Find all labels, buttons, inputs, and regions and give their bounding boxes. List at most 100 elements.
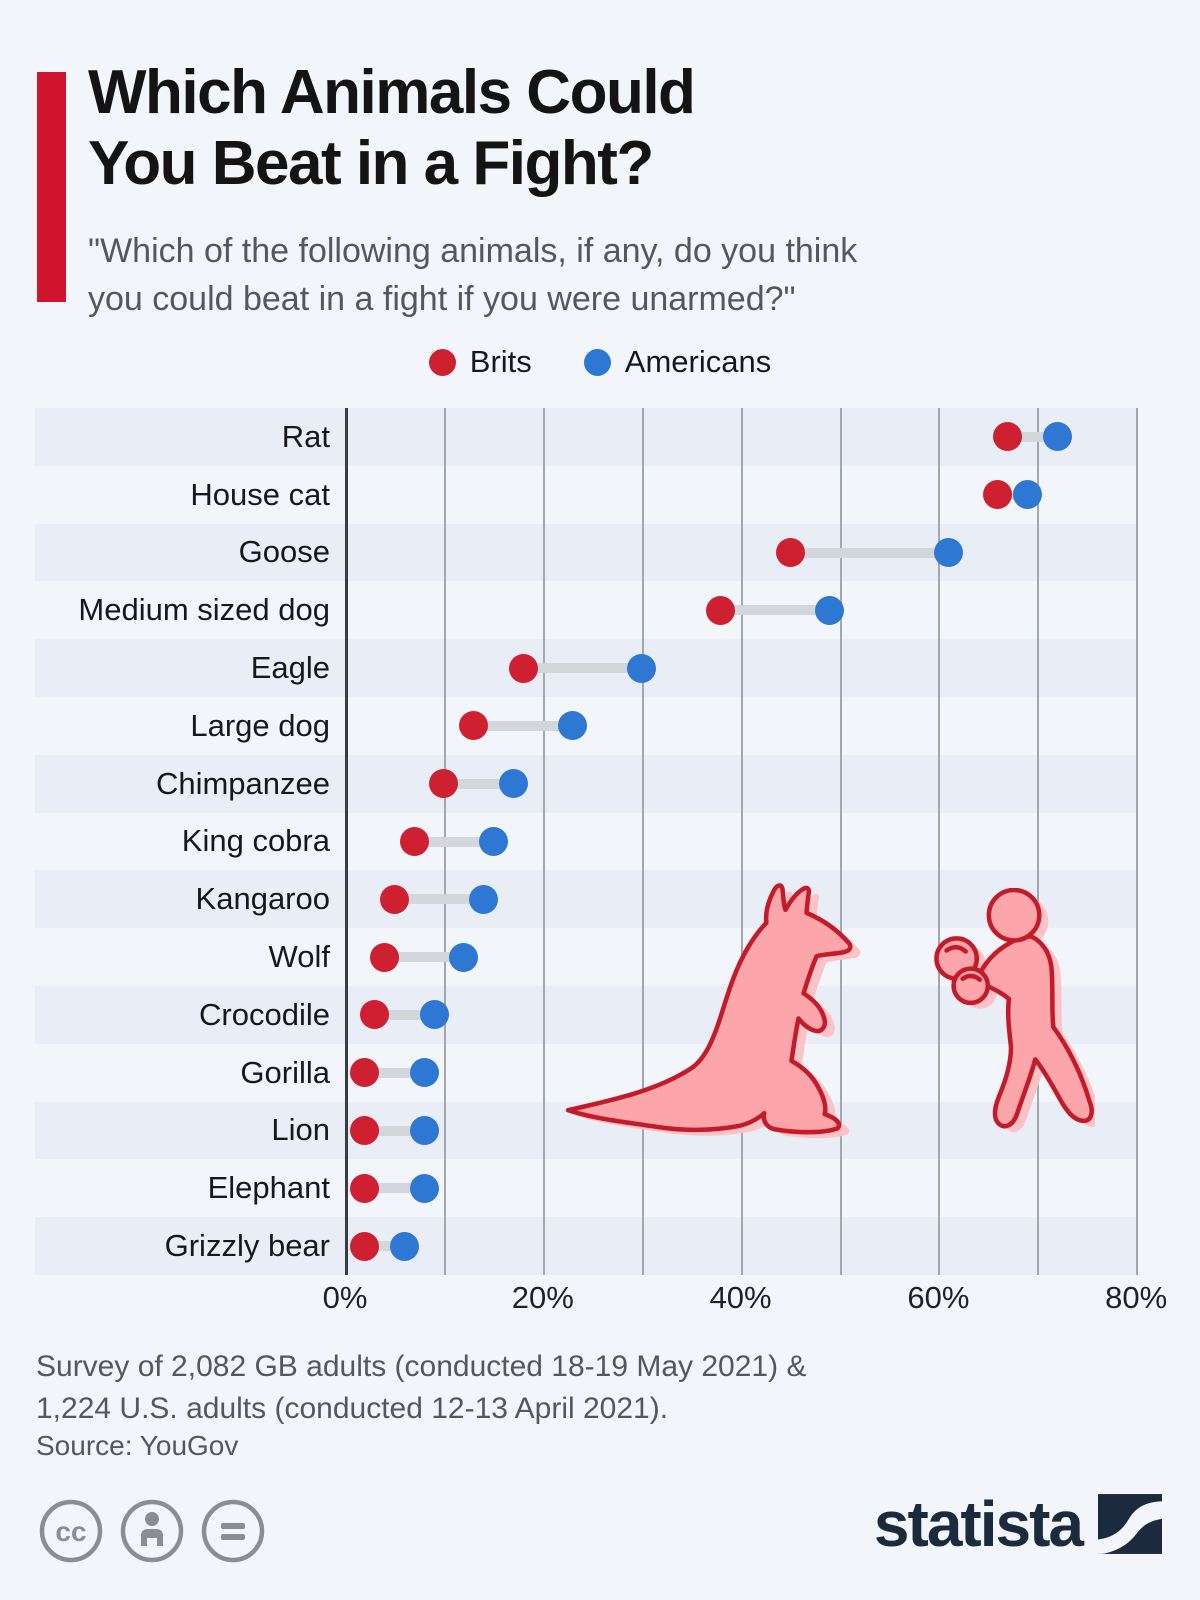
connector: [523, 663, 642, 674]
row-band: [35, 1217, 1138, 1275]
americans-dot-crocodile: [419, 1000, 449, 1030]
americans-dot-gorilla: [409, 1058, 439, 1088]
connector: [374, 1009, 434, 1020]
page-title: Which Animals Could You Beat in a Fight?: [88, 58, 696, 199]
brits-dot-gorilla: [350, 1058, 380, 1088]
gridline-80: [1136, 408, 1139, 1275]
connector: [790, 547, 949, 558]
row-band: [35, 408, 1138, 466]
brits-dot-kangaroo: [379, 884, 409, 914]
brits-dot-grizzly-bear: [350, 1231, 380, 1261]
connector: [720, 605, 830, 616]
americans-dot-house-cat: [1012, 480, 1042, 510]
brits-dot-crocodile: [360, 1000, 390, 1030]
americans-dot-eagle: [627, 653, 657, 683]
connector: [364, 1241, 405, 1252]
row-label-medium-sized-dog: Medium sized dog: [78, 592, 330, 628]
row-label-rat: Rat: [281, 418, 330, 454]
americans-dot-lion: [409, 1116, 439, 1145]
connector: [364, 1183, 425, 1194]
gridline-70: [1037, 408, 1040, 1275]
americans-dot-kangaroo: [468, 884, 498, 914]
connector: [364, 1067, 425, 1078]
legend-label-americans: Americans: [624, 344, 772, 379]
connector: [364, 1125, 425, 1136]
statista-logo-mark: [1098, 1494, 1162, 1554]
gridline-20: [542, 408, 545, 1275]
row-label-lion: Lion: [271, 1112, 330, 1148]
statista-branding: statista: [874, 1492, 1162, 1556]
brits-color-dot: [428, 348, 456, 376]
row-label-large-dog: Large dog: [190, 707, 330, 743]
americans-dot-wolf: [449, 942, 479, 972]
svg-text:cc: cc: [55, 1516, 86, 1547]
brits-dot-house-cat: [983, 480, 1013, 510]
americans-color-dot: [583, 348, 611, 376]
row-label-goose: Goose: [238, 534, 330, 570]
row-label-house-cat: House cat: [190, 476, 330, 512]
kangaroo-illustration: [565, 883, 861, 1139]
title-line-2: You Beat in a Fight?: [88, 128, 654, 198]
x-tick-0: 0%: [322, 1280, 368, 1315]
americans-dot-elephant: [409, 1173, 439, 1203]
title-accent-bar: [37, 72, 66, 302]
brits-dot-lion: [350, 1116, 380, 1145]
row-label-king-cobra: King cobra: [181, 823, 330, 859]
legend-item-americans: Americans: [583, 344, 772, 380]
row-label-chimpanzee: Chimpanzee: [155, 765, 330, 801]
gridline-50: [839, 408, 842, 1275]
brits-dot-goose: [775, 538, 805, 567]
attribution-person-icon: [120, 1499, 184, 1563]
survey-question-line-2: you could beat in a fight if you were un…: [88, 279, 796, 318]
connector: [1007, 431, 1058, 442]
brits-dot-large-dog: [459, 711, 489, 741]
x-axis-line: [345, 408, 348, 1275]
x-tick-20: 20%: [511, 1280, 574, 1315]
cc-icon: cc: [39, 1499, 103, 1563]
statista-logo-text: statista: [873, 1488, 1084, 1560]
connector: [997, 489, 1028, 500]
row-label-gorilla: Gorilla: [240, 1054, 330, 1090]
legend-item-brits: Brits: [428, 344, 532, 380]
legend-label-brits: Brits: [469, 344, 532, 379]
chart-legend: Brits Americans: [0, 344, 1200, 380]
boxer-illustration: [934, 888, 1095, 1133]
title-line-1: Which Animals Could: [88, 58, 696, 127]
row-label-crocodile: Crocodile: [199, 996, 330, 1032]
x-tick-80: 80%: [1105, 1280, 1168, 1315]
survey-question: "Which of the following animals, if any,…: [88, 228, 857, 323]
survey-note-line-2: 1,224 U.S. adults (conducted 12-13 April…: [36, 1392, 669, 1425]
survey-note: Survey of 2,082 GB adults (conducted 18-…: [36, 1346, 806, 1430]
brits-dot-chimpanzee: [429, 769, 459, 799]
brits-dot-king-cobra: [399, 827, 429, 856]
survey-note-line-1: Survey of 2,082 GB adults (conducted 18-…: [36, 1350, 807, 1383]
row-band: [35, 870, 1138, 929]
dumbbell-chart: Rat House cat Goose Medium sized dog Eagle La…: [0, 408, 1200, 1315]
americans-dot-king-cobra: [478, 827, 508, 856]
brits-dot-wolf: [370, 942, 400, 972]
source-line: Source: YouGov: [36, 1430, 239, 1461]
brits-dot-eagle: [508, 653, 538, 683]
row-label-eagle: Eagle: [250, 650, 330, 686]
connector: [443, 778, 514, 789]
americans-dot-chimpanzee: [498, 769, 528, 799]
row-label-wolf: Wolf: [268, 939, 330, 975]
x-tick-60: 60%: [907, 1280, 970, 1315]
connector: [394, 894, 484, 905]
row-label-grizzly-bear: Grizzly bear: [164, 1228, 330, 1264]
x-tick-40: 40%: [709, 1280, 772, 1315]
brits-dot-elephant: [350, 1173, 380, 1203]
row-label-kangaroo: Kangaroo: [195, 881, 330, 917]
americans-dot-rat: [1042, 422, 1072, 452]
gridline-40: [740, 408, 743, 1275]
americans-dot-large-dog: [557, 711, 587, 741]
gridline-60: [938, 408, 941, 1275]
connector: [384, 952, 464, 963]
americans-dot-medium-sized-dog: [815, 595, 845, 625]
brits-dot-rat: [993, 422, 1023, 452]
connector: [473, 720, 573, 731]
gridline-30: [641, 408, 644, 1275]
license-icons: cc: [38, 1498, 266, 1564]
americans-dot-grizzly-bear: [389, 1231, 419, 1261]
